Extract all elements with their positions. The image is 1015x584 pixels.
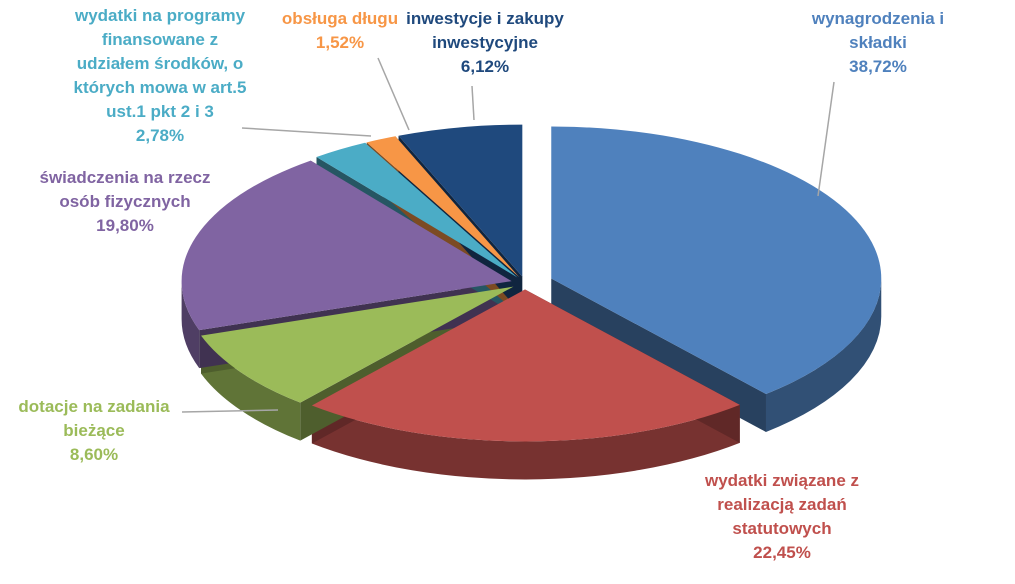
- leader-line-0: [817, 81, 835, 197]
- slice-label-line-4-3: których mowa w art.5: [74, 78, 247, 97]
- slice-3: [181, 160, 512, 331]
- slice-label-4: wydatki na programy finansowane z udziałem…: [74, 6, 247, 145]
- slice-tops: [181, 124, 882, 442]
- leader-line-4: [241, 127, 372, 137]
- slice-label-line-1-2: statutowych: [732, 519, 831, 538]
- slice-0: [551, 126, 882, 394]
- slice-label-line-4-0: wydatki na programy: [74, 6, 246, 25]
- slice-label-line-2-1: bieżące: [63, 421, 124, 440]
- slice-label-line-0-0: wynagrodzenia i: [811, 9, 944, 28]
- slice-label-line-3-0: świadczenia na rzecz: [39, 168, 210, 187]
- slice-label-line-1-0: wydatki związane z: [704, 471, 859, 490]
- slice-label-line-0-1: składki: [849, 33, 907, 52]
- slice-label-line-4-2: udziałem środków, o: [77, 54, 244, 73]
- slice-side-1: [311, 404, 740, 480]
- leader-lines: [181, 57, 835, 413]
- slice-value-1: 22,45%: [753, 543, 811, 562]
- leader-line-5: [377, 57, 410, 131]
- slice-1: [311, 289, 740, 442]
- slice-label-5: obsługa długu 1,52%: [282, 9, 398, 52]
- slice-label-line-4-4: ust.1 pkt 2 i 3: [106, 102, 214, 121]
- slice-label-line-6-0: inwestycje i zakupy: [406, 9, 564, 28]
- slice-2: [201, 286, 514, 403]
- slice-value-5: 1,52%: [316, 33, 364, 52]
- leader-line-2: [181, 409, 279, 413]
- slice-label-line-2-0: dotacje na zadania: [18, 397, 170, 416]
- slice-value-3: 19,80%: [96, 216, 154, 235]
- slice-side-3: [181, 281, 200, 369]
- slice-label-line-6-1: inwestycyjne: [432, 33, 538, 52]
- slice-label-line-4-1: finansowane z: [102, 30, 218, 49]
- leader-line-6: [471, 85, 475, 121]
- slice-label-0: wynagrodzenia i składki 38,72%: [811, 9, 944, 76]
- slice-side-0: [765, 278, 882, 432]
- slice-label-2: dotacje na zadania bieżące 8,60%: [18, 397, 170, 464]
- slice-label-line-5-0: obsługa długu: [282, 9, 398, 28]
- slice-label-1: wydatki związane z realizacją zadań statut…: [704, 471, 859, 562]
- slice-labels: wynagrodzenia i składki 38,72% wydatki zwią…: [18, 6, 944, 562]
- slice-label-6: inwestycje i zakupy inwestycyjne 6,12%: [406, 9, 564, 76]
- slice-label-line-1-1: realizacją zadań: [717, 495, 846, 514]
- slice-5: [366, 136, 520, 278]
- slice-value-0: 38,72%: [849, 57, 907, 76]
- slice-4: [316, 142, 518, 278]
- slice-value-6: 6,12%: [461, 57, 509, 76]
- slice-label-3: świadczenia na rzecz osób fizycznych 19,80…: [39, 168, 210, 235]
- slice-value-4: 2,78%: [136, 126, 184, 145]
- slice-label-line-3-1: osób fizycznych: [59, 192, 190, 211]
- slice-6: [398, 124, 523, 277]
- slice-value-2: 8,60%: [70, 445, 118, 464]
